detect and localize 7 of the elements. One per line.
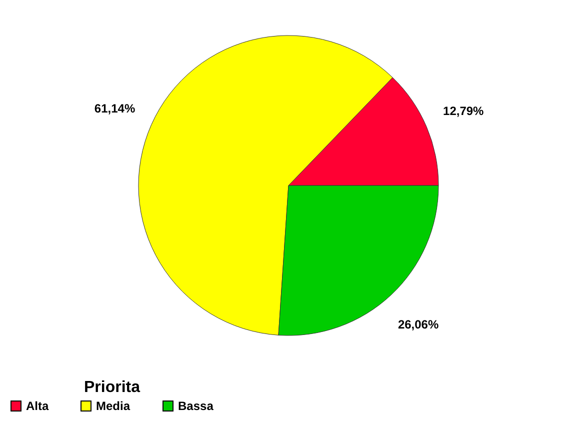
data-label: 12,79%	[443, 104, 484, 118]
data-label: 26,06%	[398, 317, 439, 332]
data-label: 61,14%	[94, 102, 136, 116]
legend-title: Priorita	[84, 379, 140, 396]
legend-label: Bassa	[178, 399, 214, 413]
legend-label: Alta	[26, 399, 49, 413]
legend-label: Media	[96, 399, 130, 413]
